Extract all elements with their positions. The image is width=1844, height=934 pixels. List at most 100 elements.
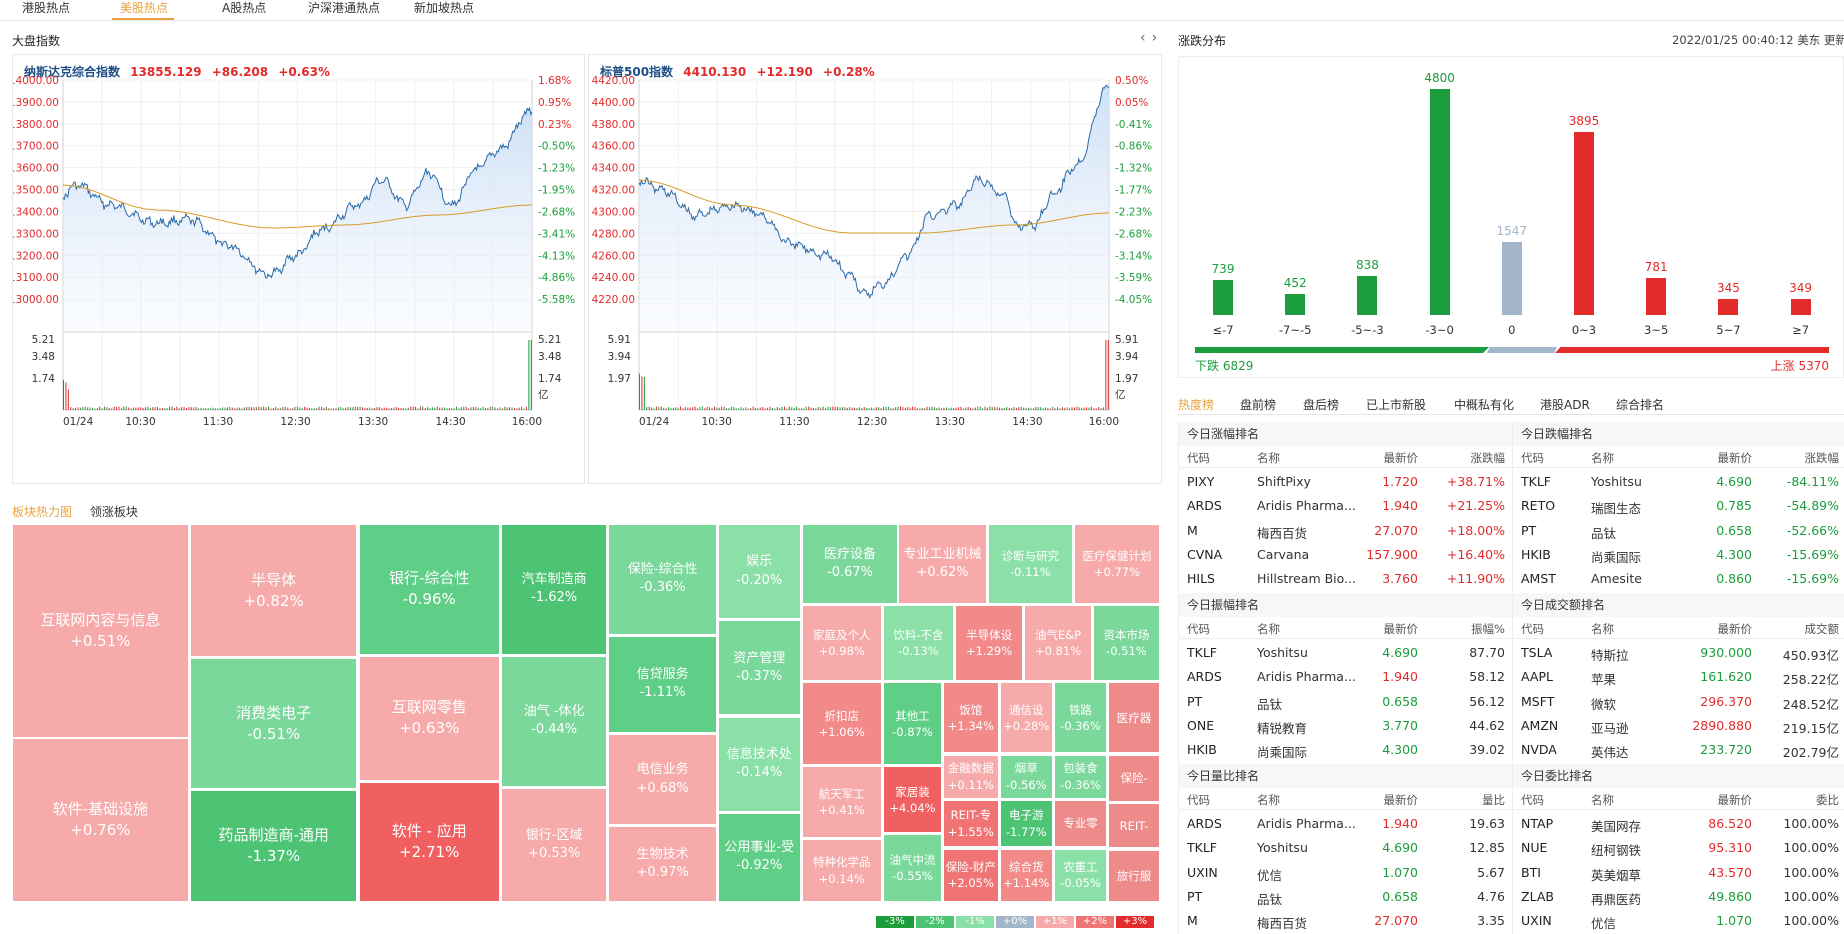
stock-row[interactable]: ARDS Aridis Pharma... 1.940 58.12 [1179,665,1512,689]
column-header[interactable]: 代码 [1521,793,1544,807]
stock-code[interactable]: ZLAB [1521,888,1554,904]
stock-name[interactable]: 优信 [1257,867,1283,883]
tab-hot[interactable]: 热度榜 [1178,398,1215,412]
column-header[interactable]: 代码 [1187,793,1210,807]
stock-row[interactable]: PT 品钛 0.658 56.12 [1179,690,1512,714]
sector-cell[interactable]: 半导体 +0.82% [189,524,358,658]
tab-afterhours[interactable]: 盘后榜 [1303,398,1340,412]
tab-hk[interactable]: 港股热点 [22,1,71,15]
stock-code[interactable]: PIXY [1187,474,1215,489]
stock-name[interactable]: 微软 [1591,696,1617,712]
sector-cell[interactable]: 公用事业-受 -0.92% [718,812,801,902]
dist-bar[interactable] [1213,280,1233,315]
tab-rank[interactable]: 综合排名 [1616,398,1665,412]
sector-cell[interactable]: 互联网内容与信息 +0.51% [12,524,189,738]
column-header[interactable]: 最新价 [1717,451,1753,465]
sector-cell[interactable]: 饭馆 +1.34% [943,682,999,754]
stock-name[interactable]: 梅西百货 [1257,525,1308,541]
dist-bar[interactable] [1790,298,1811,315]
dist-bar[interactable] [1429,89,1450,315]
column-header[interactable]: 最新价 [1383,622,1419,636]
tab-a[interactable]: A股热点 [222,1,267,15]
stock-code[interactable]: NUE [1521,840,1548,856]
sp500-name[interactable]: 标普500指数 [600,65,674,79]
dist-bar[interactable] [1718,298,1739,315]
sector-cell[interactable]: 资本市场 -0.51% [1092,604,1160,681]
stock-code[interactable]: M [1187,522,1198,538]
tab-us[interactable]: 美股热点 [120,1,169,15]
stock-row[interactable]: CVNA Carvana 157.900 +16.40% [1179,543,1512,567]
stock-name[interactable]: 美国网存 [1591,819,1642,834]
column-header[interactable]: 代码 [1187,622,1210,636]
sector-cell[interactable]: 家居装 +4.04% [883,766,942,834]
column-header[interactable]: 量比 [1482,793,1505,807]
stock-row[interactable]: AMST Amesite 0.860 -15.69% [1513,567,1844,591]
stock-code[interactable]: PT [1187,693,1203,709]
sector-cell[interactable]: 医疗设备 -0.67% [801,524,899,604]
stock-code[interactable]: ARDS [1187,498,1222,514]
column-header[interactable]: 名称 [1257,622,1280,636]
sector-cell[interactable]: 保险- [1108,754,1160,803]
stock-code[interactable]: ARDS [1187,669,1222,685]
stock-row[interactable]: UXIN 优信 1.070 100.00% [1513,909,1844,933]
dist-bar[interactable] [1501,242,1522,315]
sector-cell[interactable]: 信息技术处 -0.14% [718,716,801,812]
stock-name[interactable]: 特斯拉 [1591,648,1629,663]
stock-name[interactable]: 瑞图生态 [1591,501,1642,517]
column-header[interactable]: 名称 [1257,451,1280,465]
sector-cell[interactable]: 专业工业机械 +0.62% [898,524,987,604]
sector-cell[interactable]: 特种化学品 +0.14% [801,839,882,902]
tab-heatmap[interactable]: 板块热力图 [12,505,73,519]
stock-name[interactable]: 英美烟草 [1591,867,1642,883]
sector-cell[interactable]: 农重工 -0.05% [1053,848,1107,902]
sector-cell[interactable]: 保险-综合性 -0.36% [608,524,717,635]
stock-code[interactable]: HKIB [1521,546,1551,562]
sector-cell[interactable]: 油气E&P +0.81% [1024,604,1092,681]
column-header[interactable]: 名称 [1591,451,1614,465]
stock-name[interactable]: 品钛 [1257,891,1283,907]
sector-cell[interactable]: 银行-区域 +0.53% [501,787,608,902]
stock-code[interactable]: UXIN [1187,864,1218,880]
stock-row[interactable]: BTI 英美烟草 43.570 100.00% [1513,861,1844,885]
stock-row[interactable]: RETO 瑞图生态 0.785 -54.89% [1513,494,1844,518]
column-header[interactable]: 振幅% [1471,622,1505,636]
stock-name[interactable]: Hillstream Bio... [1257,571,1356,587]
sector-cell[interactable]: 旅行服 [1108,849,1160,902]
stock-code[interactable]: UXIN [1521,913,1552,929]
column-header[interactable]: 成交额 [1804,622,1840,636]
stock-code[interactable]: ARDS [1187,816,1222,831]
sector-cell[interactable]: 家庭及个人 +0.98% [801,604,882,681]
stock-name[interactable]: ShiftPixy [1257,474,1311,489]
sector-cell[interactable]: 金融数据 +0.11% [943,754,999,799]
stock-code[interactable]: M [1187,913,1198,929]
stock-code[interactable]: TKLF [1521,474,1551,489]
sector-cell[interactable]: 通信设 +0.28% [999,682,1053,754]
stock-row[interactable]: TSLA 特斯拉 930.000 450.93亿 [1513,641,1844,665]
stock-row[interactable]: HILS Hillstream Bio... 3.760 +11.90% [1179,567,1512,591]
sector-cell[interactable]: 铁路 -0.36% [1053,682,1107,754]
stock-name[interactable]: 尚乘国际 [1591,549,1642,565]
sector-cell[interactable]: 饮料-不含 -0.13% [883,604,954,681]
stock-name[interactable]: Amesite [1591,571,1642,587]
stock-name[interactable]: 精锐教育 [1257,720,1308,736]
stock-code[interactable]: HKIB [1187,742,1217,758]
sector-cell[interactable]: 电子游 -1.77% [999,799,1053,848]
tab-adr[interactable]: 港股ADR [1540,398,1590,412]
sector-cell[interactable]: 电信业务 +0.68% [608,734,717,825]
sector-cell[interactable]: REIT- [1108,803,1160,849]
stock-row[interactable]: ARDS Aridis Pharma... 1.940 +21.25% [1179,494,1512,518]
sector-cell[interactable]: 专业零 [1053,799,1107,848]
column-header[interactable]: 涨跌幅 [1804,451,1840,465]
stock-row[interactable]: NTAP 美国网存 86.520 100.00% [1513,812,1844,836]
column-header[interactable]: 最新价 [1383,793,1419,807]
sector-cell[interactable]: 保险-财产 +2.05% [943,848,999,902]
dist-bar[interactable] [1357,275,1378,315]
sector-cell[interactable]: 其他工 -0.87% [883,682,942,766]
tab-ipo[interactable]: 已上市新股 [1366,398,1427,412]
stock-code[interactable]: PT [1187,888,1203,904]
stock-row[interactable]: NUE 纽柯钢铁 95.310 100.00% [1513,836,1844,860]
stock-name[interactable]: 品钛 [1257,696,1283,712]
dist-bar[interactable] [1285,293,1306,315]
stock-code[interactable]: NTAP [1521,816,1554,831]
stock-row[interactable]: TKLF Yoshitsu 4.690 12.85 [1179,836,1512,860]
